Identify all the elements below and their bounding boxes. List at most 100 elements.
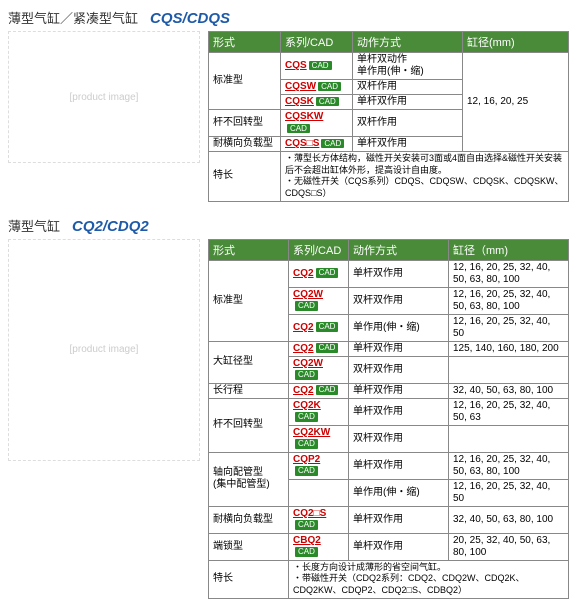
series-cell: CQ2KWCAD	[289, 425, 349, 452]
series-cell	[289, 479, 349, 506]
form-cell: 耐横向负载型	[209, 137, 281, 152]
series-cell: CQ2□SCAD	[289, 506, 349, 533]
series-link[interactable]: CQSK	[285, 96, 314, 107]
series-cell: CQSWCAD	[281, 80, 353, 95]
series-link[interactable]: CQ2	[293, 268, 314, 279]
cad-badge[interactable]: CAD	[316, 322, 339, 332]
action-cell: 单杆双作用	[353, 137, 463, 152]
series-link[interactable]: CQSKW	[285, 111, 323, 122]
series-link[interactable]: CQ2W	[293, 289, 323, 300]
section-title: 薄型气缸／紧凑型气缸 CQS/CDQS	[8, 8, 563, 27]
col-header: 动作方式	[353, 32, 463, 53]
col-header: 形式	[209, 239, 289, 260]
title-cn: 薄型气缸／紧凑型气缸	[8, 11, 138, 26]
cad-badge[interactable]: CAD	[295, 301, 318, 311]
cad-badge[interactable]: CAD	[295, 412, 318, 422]
product-image: [product image]	[8, 31, 200, 163]
cad-badge[interactable]: CAD	[318, 82, 341, 92]
bore-cell: 32, 40, 50, 63, 80, 100	[449, 383, 569, 398]
cad-badge[interactable]: CAD	[287, 124, 310, 134]
series-link[interactable]: CQ2KW	[293, 427, 330, 438]
action-cell: 单作用(伸・缩)	[349, 479, 449, 506]
series-cell: CQ2CAD	[289, 260, 349, 287]
series-link[interactable]: CQS	[285, 60, 307, 71]
bore-cell: 12, 16, 20, 25, 32, 40, 50, 63	[449, 398, 569, 425]
series-cell: CQ2CAD	[289, 341, 349, 356]
series-link[interactable]: CQP2	[293, 454, 320, 465]
bore-cell: 12, 16, 20, 25, 32, 40, 50, 63, 80, 100	[449, 260, 569, 287]
series-link[interactable]: CQS□S	[285, 138, 319, 149]
title-series: CQS/CDQS	[150, 10, 230, 27]
action-cell: 单杆双作用	[353, 95, 463, 110]
cad-badge[interactable]: CAD	[316, 268, 339, 278]
series-cell: CQSKCAD	[281, 95, 353, 110]
series-cell: CBQ2CAD	[289, 533, 349, 560]
spec-table: 形式系列/CAD动作方式缸径（mm)标准型CQ2CAD单杆双作用12, 16, …	[208, 239, 569, 599]
cad-badge[interactable]: CAD	[295, 520, 318, 530]
bore-cell	[449, 425, 569, 452]
action-cell: 双杆双作用	[349, 287, 449, 314]
spec-table: 形式系列/CAD动作方式缸径(mm)标准型CQSCAD单杆双动作单作用(伸・缩)…	[208, 31, 569, 202]
series-cell: CQP2CAD	[289, 452, 349, 479]
cad-badge[interactable]: CAD	[316, 97, 339, 107]
action-cell: 单作用(伸・缩)	[349, 314, 449, 341]
features-text: ・薄型长方体结构，磁性开关安装可3面或4面自由选择&磁性开关安装后不会超出缸体外…	[281, 152, 569, 202]
form-cell: 杆不回转型	[209, 110, 281, 137]
col-header: 缸径（mm)	[449, 239, 569, 260]
action-cell: 单杆双作用	[349, 383, 449, 398]
action-cell: 单杆双作用	[349, 260, 449, 287]
form-cell: 标准型	[209, 53, 281, 110]
cad-badge[interactable]: CAD	[295, 370, 318, 380]
cad-badge[interactable]: CAD	[295, 439, 318, 449]
bore-cell: 12, 16, 20, 25, 32, 40, 50	[449, 314, 569, 341]
action-cell: 单杆双作用	[349, 398, 449, 425]
series-cell: CQ2CAD	[289, 383, 349, 398]
series-cell: CQ2WCAD	[289, 287, 349, 314]
action-cell: 双杆双作用	[349, 356, 449, 383]
title-series: CQ2/CDQ2	[72, 218, 149, 235]
cad-badge[interactable]: CAD	[316, 343, 339, 353]
series-link[interactable]: CQ2	[293, 322, 314, 333]
action-cell: 单杆双作用	[349, 341, 449, 356]
cad-badge[interactable]: CAD	[295, 466, 318, 476]
action-cell: 单杆双作用	[349, 506, 449, 533]
action-cell: 双杆双作用	[349, 425, 449, 452]
col-header: 系列/CAD	[281, 32, 353, 53]
series-link[interactable]: CQ2□S	[293, 508, 326, 519]
form-cell: 杆不回转型	[209, 398, 289, 452]
product-image: [product image]	[8, 239, 200, 461]
series-link[interactable]: CQSW	[285, 81, 316, 92]
action-cell: 双杆作用	[353, 80, 463, 95]
bore-cell: 12, 16, 20, 25, 32, 40, 50, 63, 80, 100	[449, 287, 569, 314]
action-cell: 单杆双作用	[349, 452, 449, 479]
cad-badge[interactable]: CAD	[316, 385, 339, 395]
features-label: 特长	[209, 560, 289, 598]
series-link[interactable]: CQ2	[293, 385, 314, 396]
series-cell: CQSKW CAD	[281, 110, 353, 137]
section-title: 薄型气缸 CQ2/CDQ2	[8, 216, 563, 235]
action-cell: 单杆双作用	[349, 533, 449, 560]
series-link[interactable]: CQ2	[293, 343, 314, 354]
features-text: ・长度方向设计成薄形的省空间气缸。・带磁性开关（CDQ2系列：CDQ2、CDQ2…	[289, 560, 569, 598]
action-cell: 单杆双动作单作用(伸・缩)	[353, 53, 463, 80]
series-link[interactable]: CBQ2	[293, 535, 321, 546]
cad-badge[interactable]: CAD	[321, 139, 344, 149]
series-cell: CQS□SCAD	[281, 137, 353, 152]
cad-badge[interactable]: CAD	[309, 61, 332, 71]
form-cell: 大缸径型	[209, 341, 289, 383]
form-cell: 端锁型	[209, 533, 289, 560]
bore-cell: 125, 140, 160, 180, 200	[449, 341, 569, 356]
series-link[interactable]: CQ2W	[293, 358, 323, 369]
series-link[interactable]: CQ2K	[293, 400, 321, 411]
col-header: 缸径(mm)	[463, 32, 569, 53]
features-label: 特长	[209, 152, 281, 202]
action-cell: 双杆作用	[353, 110, 463, 137]
cad-badge[interactable]: CAD	[295, 547, 318, 557]
title-cn: 薄型气缸	[8, 219, 60, 234]
form-cell: 长行程	[209, 383, 289, 398]
bore-cell: 12, 16, 20, 25	[463, 53, 569, 152]
bore-cell: 12, 16, 20, 25, 32, 40, 50, 63, 80, 100	[449, 452, 569, 479]
form-cell: 轴向配管型(集中配管型)	[209, 452, 289, 506]
col-header: 形式	[209, 32, 281, 53]
form-cell: 耐横向负载型	[209, 506, 289, 533]
